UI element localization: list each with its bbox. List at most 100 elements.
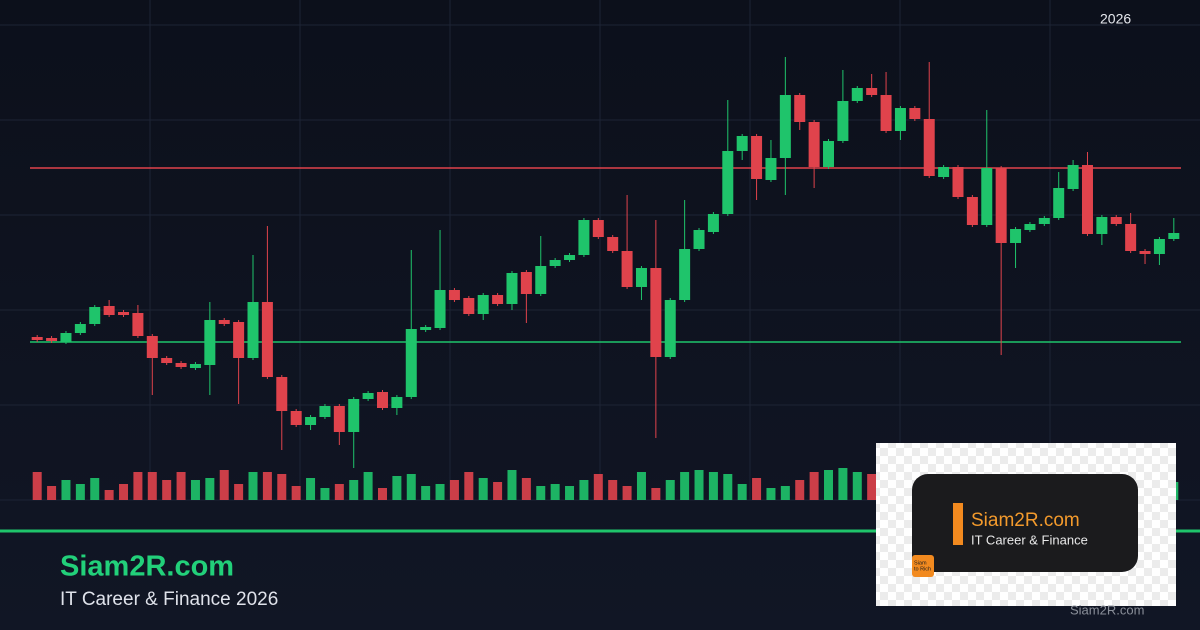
volume-bar [550, 484, 560, 500]
candle-body [189, 364, 201, 368]
logo-badge-text: Siam [914, 560, 927, 566]
volume-bar [636, 472, 646, 500]
candle-body [161, 358, 173, 363]
candle-body [549, 260, 561, 266]
candle-body [520, 272, 532, 294]
volume-bar [694, 470, 704, 500]
volume-bar [521, 478, 531, 500]
candle-body [434, 290, 446, 328]
volume-bar [234, 484, 244, 500]
logo-panel [912, 474, 1138, 572]
candle-body [218, 320, 230, 324]
candle-body [650, 268, 662, 357]
volume-bar [190, 480, 200, 500]
candle-body [247, 302, 259, 358]
candle-body [679, 249, 691, 300]
candle-body [132, 313, 144, 336]
volume-bar [219, 470, 229, 500]
volume-bar [205, 478, 215, 500]
candle-body [348, 399, 360, 432]
candle-body [866, 88, 878, 95]
logo-subtitle: IT Career & Finance [971, 532, 1088, 547]
volume-bar [852, 472, 862, 500]
candle-body [420, 327, 432, 330]
candle-body [1096, 217, 1108, 234]
candle-body [938, 167, 950, 177]
volume-bar [162, 480, 172, 500]
candle-body [362, 393, 374, 399]
candle-body [995, 168, 1007, 243]
candle-body [736, 136, 748, 151]
candle-body [391, 397, 403, 408]
candle-body [463, 298, 475, 314]
candle-body [909, 108, 921, 119]
candle-body [880, 95, 892, 131]
volume-bar [248, 472, 258, 500]
candle-body [333, 406, 345, 432]
candle-body [448, 290, 460, 300]
candle-body [578, 220, 590, 255]
candle-body [751, 136, 763, 179]
candle-body [535, 266, 547, 294]
volume-bar [723, 474, 733, 500]
candle-body [621, 251, 633, 287]
volume-bar [176, 472, 186, 500]
volume-bar [349, 480, 359, 500]
candle-body [564, 255, 576, 260]
candle-body [204, 320, 216, 365]
volume-bar [680, 472, 690, 500]
candle-body [894, 108, 906, 131]
candle-body [693, 230, 705, 249]
logo-badge [912, 555, 934, 577]
candle-body [506, 273, 518, 304]
volume-bar [104, 490, 114, 500]
volume-bar [306, 478, 316, 500]
volume-bar [406, 474, 416, 500]
volume-bar [147, 472, 157, 500]
candle-body [664, 300, 676, 357]
candle-body [290, 411, 302, 425]
candle-body [319, 406, 331, 417]
volume-bar [392, 476, 402, 500]
candle-body [405, 329, 417, 397]
candle-body [305, 417, 317, 425]
candle-body [808, 122, 820, 167]
candle-body [981, 168, 993, 225]
logo-bar [953, 503, 963, 545]
candle-body [89, 307, 101, 324]
volume-bar [377, 488, 387, 500]
volume-bar [464, 472, 474, 500]
volume-bar [32, 472, 42, 500]
volume-bar [334, 484, 344, 500]
candle-body [1067, 165, 1079, 189]
volume-bar [90, 478, 100, 500]
candle-body [1153, 239, 1165, 254]
volume-bar [651, 488, 661, 500]
volume-bar [708, 472, 718, 500]
volume-bar [421, 486, 431, 500]
volume-bar [119, 484, 129, 500]
candle-body [477, 295, 489, 314]
candle-body [74, 324, 86, 333]
candle-body [31, 337, 43, 340]
volume-bar [838, 468, 848, 500]
candle-body [233, 322, 245, 358]
candle-body [261, 302, 273, 377]
volume-bar [133, 472, 143, 500]
candle-body [1010, 229, 1022, 243]
volume-bar [780, 486, 790, 500]
volume-bar [766, 488, 776, 500]
volume-bar [478, 478, 488, 500]
candle-body [765, 158, 777, 180]
volume-bar [277, 474, 287, 500]
volume-bar [47, 486, 57, 500]
volume-bar [867, 474, 877, 500]
candle-body [1081, 165, 1093, 234]
candle-body [146, 336, 158, 358]
candle-body [722, 151, 734, 214]
volume-bar [622, 486, 632, 500]
candle-body [635, 268, 647, 287]
candle-body [966, 197, 978, 225]
